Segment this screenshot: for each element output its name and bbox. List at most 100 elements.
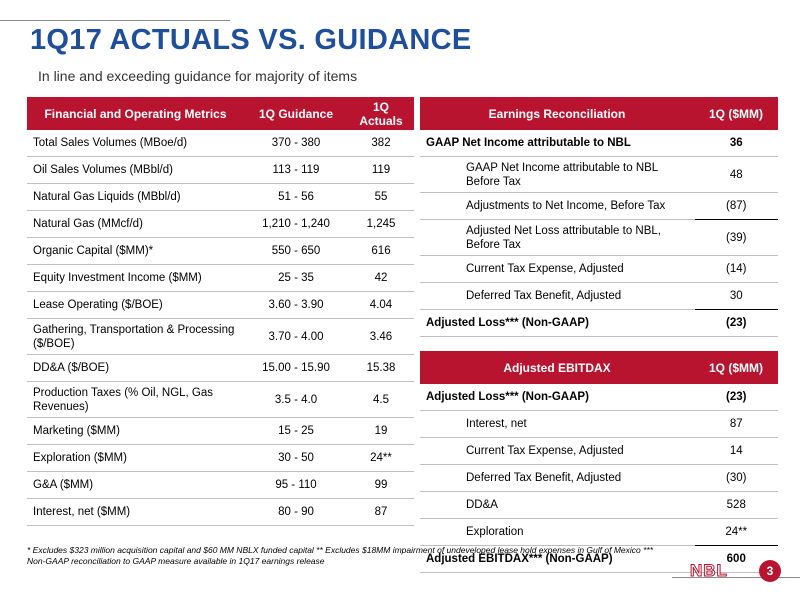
table-row: DD&A ($/BOE) 15.00 - 15.90 15.38 (27, 354, 414, 382)
ebitdax-value: 14 (693, 437, 778, 465)
table-row: Adjusted Loss*** (Non-GAAP) (23) (420, 309, 778, 337)
earnings-value: 36 (693, 130, 778, 157)
metrics-header-metric: Financial and Operating Metrics (27, 97, 244, 130)
earnings-label: Adjusted Net Loss attributable to NBL, B… (420, 219, 694, 256)
metric-actual: 4.5 (348, 381, 414, 418)
metric-actual: 119 (348, 156, 414, 184)
earnings-label: GAAP Net Income attributable to NBL (420, 130, 694, 157)
earnings-header-value: 1Q ($MM) (694, 97, 778, 130)
metric-actual: 616 (348, 237, 414, 265)
metric-actual: 15.38 (348, 354, 414, 382)
ebitdax-value: 24** (693, 518, 778, 546)
ebitdax-label: Exploration (420, 518, 694, 546)
ebitdax-label: Deferred Tax Benefit, Adjusted (420, 464, 694, 492)
metric-actual: 99 (348, 471, 414, 499)
ebitdax-value: (30) (693, 464, 778, 492)
earnings-value: (39) (693, 219, 778, 256)
earnings-value: (23) (693, 309, 778, 337)
earnings-header-row: Earnings Reconciliation 1Q ($MM) (420, 97, 778, 130)
earnings-value: 30 (693, 282, 778, 310)
metric-label: G&A ($MM) (27, 471, 244, 499)
ebitdax-header-value: 1Q ($MM) (694, 351, 778, 384)
page-title: 1Q17 ACTUALS VS. GUIDANCE (30, 24, 472, 56)
ebitdax-value: 87 (693, 410, 778, 438)
metric-guidance: 25 - 35 (244, 264, 348, 292)
table-row: Oil Sales Volumes (MBbl/d) 113 - 119 119 (27, 156, 414, 184)
metric-actual: 87 (348, 498, 414, 526)
ebitdax-header-row: Adjusted EBITDAX 1Q ($MM) (420, 351, 778, 384)
table-row: GAAP Net Income attributable to NBL Befo… (420, 156, 778, 193)
table-row: Equity Investment Income ($MM) 25 - 35 42 (27, 264, 414, 292)
table-row: Marketing ($MM) 15 - 25 19 (27, 417, 414, 445)
metric-label: Interest, net ($MM) (27, 498, 244, 526)
metric-label: Natural Gas (MMcf/d) (27, 210, 244, 238)
earnings-label: Adjustments to Net Income, Before Tax (420, 192, 694, 220)
top-divider (0, 20, 230, 21)
metric-guidance: 15 - 25 (244, 417, 348, 445)
metrics-header-row: Financial and Operating Metrics 1Q Guida… (27, 97, 414, 130)
ebitdax-value: (23) (693, 384, 778, 411)
bottom-divider (672, 577, 800, 578)
earnings-label: GAAP Net Income attributable to NBL Befo… (420, 156, 694, 193)
metric-guidance: 370 - 380 (244, 130, 348, 157)
metric-guidance: 3.70 - 4.00 (244, 318, 348, 355)
metric-guidance: 95 - 110 (244, 471, 348, 499)
ebitdax-label: Current Tax Expense, Adjusted (420, 437, 694, 465)
metric-label: Lease Operating ($/BOE) (27, 291, 244, 319)
metric-guidance: 80 - 90 (244, 498, 348, 526)
table-row: Gathering, Transportation & Processing (… (27, 318, 414, 355)
metric-label: Total Sales Volumes (MBoe/d) (27, 130, 244, 157)
metric-guidance: 3.5 - 4.0 (244, 381, 348, 418)
nbl-logo: NBL (690, 561, 728, 581)
ebitdax-value: 528 (693, 491, 778, 519)
metric-label: Natural Gas Liquids (MBbl/d) (27, 183, 244, 211)
table-row: Current Tax Expense, Adjusted (14) (420, 255, 778, 283)
table-row: Adjusted Loss*** (Non-GAAP) (23) (420, 384, 778, 411)
metric-actual: 382 (348, 130, 414, 157)
metric-guidance: 51 - 56 (244, 183, 348, 211)
metric-actual: 55 (348, 183, 414, 211)
table-row: Production Taxes (% Oil, NGL, Gas Revenu… (27, 381, 414, 418)
metrics-table: Financial and Operating Metrics 1Q Guida… (27, 97, 414, 526)
table-row: Adjusted EBITDAX*** (Non-GAAP) 600 (420, 545, 778, 573)
metric-actual: 19 (348, 417, 414, 445)
table-row: Exploration ($MM) 30 - 50 24** (27, 444, 414, 472)
table-row: DD&A 528 (420, 491, 778, 519)
table-row: Natural Gas Liquids (MBbl/d) 51 - 56 55 (27, 183, 414, 211)
table-row: Exploration 24** (420, 518, 778, 546)
metric-actual: 4.04 (348, 291, 414, 319)
earnings-reconciliation-table: Earnings Reconciliation 1Q ($MM) GAAP Ne… (420, 97, 778, 337)
table-row: Interest, net 87 (420, 410, 778, 438)
table-row: Deferred Tax Benefit, Adjusted (30) (420, 464, 778, 492)
earnings-value: (14) (693, 255, 778, 283)
metric-label: Equity Investment Income ($MM) (27, 264, 244, 292)
metric-label: Oil Sales Volumes (MBbl/d) (27, 156, 244, 184)
table-row: Total Sales Volumes (MBoe/d) 370 - 380 382 (27, 130, 414, 157)
metric-actual: 42 (348, 264, 414, 292)
table-row: Current Tax Expense, Adjusted 14 (420, 437, 778, 465)
earnings-label: Deferred Tax Benefit, Adjusted (420, 282, 694, 310)
earnings-header-label: Earnings Reconciliation (420, 97, 694, 130)
footnote: * Excludes $323 million acquisition capi… (27, 545, 654, 566)
earnings-value: (87) (693, 192, 778, 220)
metric-guidance: 15.00 - 15.90 (244, 354, 348, 382)
metric-actual: 1,245 (348, 210, 414, 238)
metric-label: DD&A ($/BOE) (27, 354, 244, 382)
metric-actual: 3.46 (348, 318, 414, 355)
earnings-label: Current Tax Expense, Adjusted (420, 255, 694, 283)
page-subtitle: In line and exceeding guidance for major… (38, 68, 358, 84)
ebitdax-label: Adjusted EBITDAX*** (Non-GAAP) (420, 545, 694, 573)
table-row: Organic Capital ($MM)* 550 - 650 616 (27, 237, 414, 265)
metric-actual: 24** (348, 444, 414, 472)
table-row: Lease Operating ($/BOE) 3.60 - 3.90 4.04 (27, 291, 414, 319)
ebitdax-header-label: Adjusted EBITDAX (420, 351, 694, 384)
metric-label: Exploration ($MM) (27, 444, 244, 472)
table-row: Deferred Tax Benefit, Adjusted 30 (420, 282, 778, 310)
metric-guidance: 550 - 650 (244, 237, 348, 265)
table-row: Adjustments to Net Income, Before Tax (87… (420, 192, 778, 220)
metric-label: Gathering, Transportation & Processing (… (27, 318, 244, 355)
metric-label: Production Taxes (% Oil, NGL, Gas Revenu… (27, 381, 244, 418)
ebitdax-label: Adjusted Loss*** (Non-GAAP) (420, 384, 694, 411)
earnings-label: Adjusted Loss*** (Non-GAAP) (420, 309, 694, 337)
metric-guidance: 30 - 50 (244, 444, 348, 472)
